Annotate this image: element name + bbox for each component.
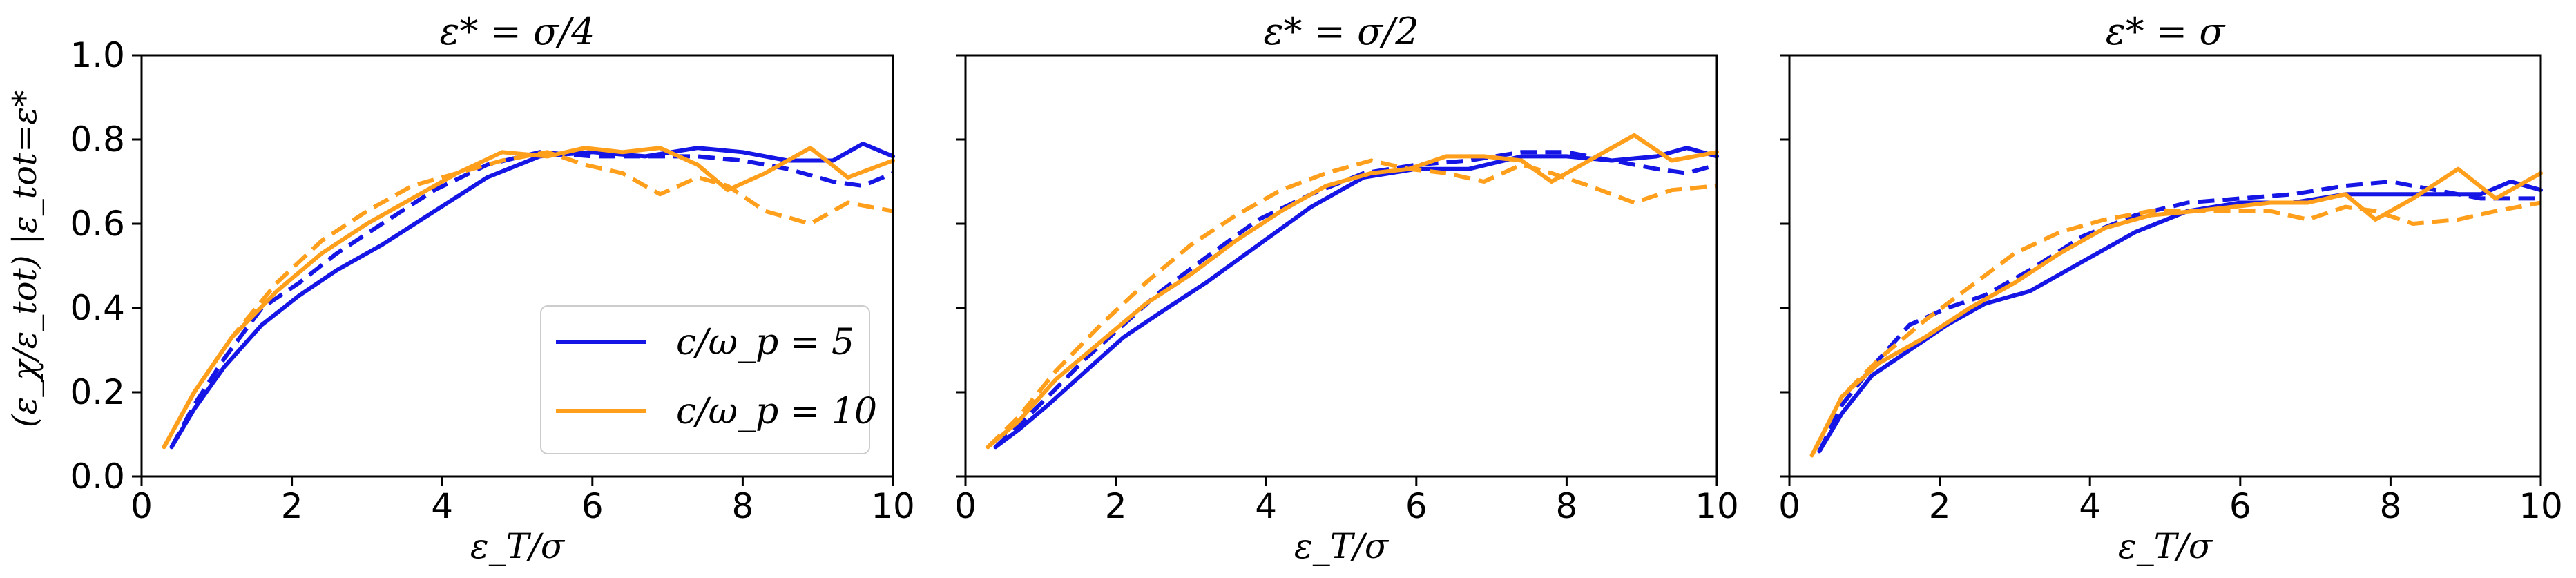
y-tick-label: 0.0: [70, 456, 125, 497]
x-tick-label: 8: [1555, 486, 1577, 526]
x-tick-label: 10: [2519, 486, 2563, 526]
y-tick-label: 0.8: [70, 119, 125, 160]
plot-frame: [140, 54, 894, 478]
x-tick-label: 2: [1105, 486, 1127, 526]
y-tick-label: 1.0: [70, 35, 125, 75]
series-line-c10-dashed: [162, 150, 894, 448]
x-tick-label: 4: [2079, 486, 2101, 526]
x-axis-label: ε_T/σ: [1294, 526, 1390, 566]
series-line-c10-solid: [986, 133, 1719, 450]
series-line-c10-solid: [162, 146, 895, 450]
y-tick-label: 0.6: [70, 204, 125, 244]
x-tick-label: 2: [1929, 486, 1951, 526]
series-line-c5-dashed: [1817, 180, 2541, 452]
legend-label: c/ω_p = 10: [676, 391, 877, 432]
x-tick-label: 6: [2229, 486, 2251, 526]
x-tick-label: 4: [431, 486, 453, 526]
series-line-c5-solid: [169, 142, 895, 450]
x-axis-label: ε_T/σ: [2118, 526, 2213, 566]
y-tick-label: 0.2: [70, 372, 125, 412]
series-line-c10-dashed: [986, 158, 1718, 449]
panel-2: ε* = σ/2 0 2 4 6 8 10 ε_T/σ: [954, 10, 1739, 566]
series-line-c5-dashed: [169, 150, 894, 448]
panel-title: ε* = σ: [2106, 10, 2227, 53]
panel-3: ε* = σ 0 2 4 6 8 10 ε_T/σ: [1778, 10, 2563, 566]
legend-label: c/ω_p = 5: [676, 322, 854, 363]
x-tick-label: 10: [871, 486, 915, 526]
series-line-c5-solid: [993, 146, 1719, 450]
y-axis-label: (ε_χ/ε_tot) |ε_tot=ε*: [6, 90, 44, 427]
legend: c/ω_p = 5 c/ω_p = 10: [540, 305, 877, 454]
x-tick-label: 8: [731, 486, 753, 526]
x-tick-label: 2: [281, 486, 303, 526]
x-tick-label: 8: [2379, 486, 2401, 526]
x-tick-label: 6: [581, 486, 604, 526]
x-axis-label: ε_T/σ: [470, 526, 566, 566]
plot-frame: [964, 54, 1718, 478]
series-line-c10-dashed: [1809, 200, 2541, 456]
y-tick-label: 0.4: [70, 288, 125, 328]
x-tick-label: 0: [954, 486, 977, 526]
x-tick-label: 0: [131, 486, 153, 526]
panel-1: ε* = σ/4 0 2 4 6 8 10 0.0 0.2 0.4 0.6 0.8 1.0 ε_T/σ: [70, 10, 914, 566]
series-line-c5-dashed: [994, 150, 1718, 449]
plot-frame: [1788, 54, 2542, 478]
x-tick-label: 0: [1778, 486, 1800, 526]
x-tick-label: 6: [1405, 486, 1428, 526]
panel-title: ε* = σ/2: [1264, 10, 1419, 53]
series-line-c5-solid: [1817, 180, 2543, 454]
x-tick-label: 10: [1695, 486, 1739, 526]
panel-title: ε* = σ/4: [440, 10, 595, 53]
x-tick-label: 4: [1255, 486, 1277, 526]
